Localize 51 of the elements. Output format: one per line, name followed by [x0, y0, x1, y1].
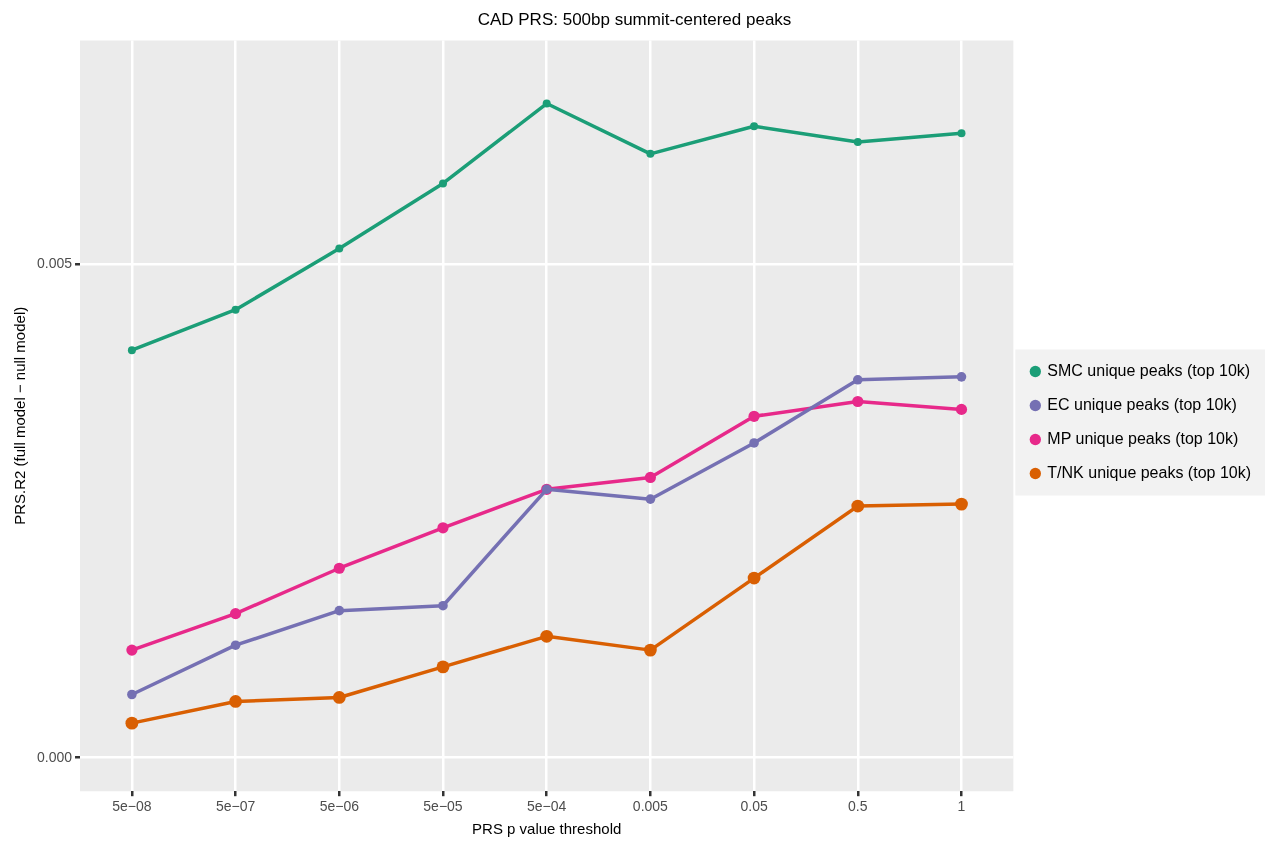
chart-title: CAD PRS: 500bp summit-centered peaks	[477, 9, 792, 29]
x-tick-label: 0.005	[632, 798, 669, 815]
point	[852, 395, 864, 408]
point	[542, 99, 551, 108]
point	[334, 605, 345, 616]
point	[335, 244, 344, 253]
point	[540, 629, 554, 643]
point	[229, 608, 242, 620]
point	[229, 695, 242, 708]
point	[437, 522, 449, 534]
legend-label: MP unique peaks (top 10k)	[1047, 429, 1239, 447]
x-tick-label: 5e−06	[319, 798, 360, 815]
point	[851, 499, 865, 513]
point	[747, 571, 761, 585]
x-tick-label: 5e−08	[112, 798, 152, 815]
point	[955, 403, 968, 415]
point	[957, 129, 966, 138]
point	[231, 305, 240, 314]
x-tick-label: 5e−07	[215, 798, 256, 815]
x-tick-label: 5e−04	[527, 798, 567, 815]
x-tick-label: 1	[957, 798, 966, 815]
point	[438, 600, 448, 611]
point	[127, 689, 137, 700]
y-tick-label: 0.000	[36, 748, 73, 765]
point	[852, 374, 863, 385]
point	[644, 471, 656, 484]
legend-label: SMC unique peaks (top 10k)	[1047, 361, 1251, 379]
point	[853, 138, 862, 147]
point	[645, 494, 656, 504]
point	[748, 410, 760, 422]
point	[230, 640, 241, 650]
point	[955, 497, 968, 511]
y-axis-title: PRS.R2 (full model − null model)	[11, 306, 29, 525]
point	[125, 716, 139, 730]
point	[126, 644, 138, 656]
point	[332, 691, 346, 704]
x-axis-title: PRS p value threshold	[472, 820, 622, 838]
point	[749, 438, 759, 448]
point	[438, 179, 447, 188]
legend-label: T/NK unique peaks (top 10k)	[1047, 463, 1252, 481]
point	[750, 122, 759, 131]
point	[333, 562, 345, 574]
point	[646, 149, 655, 158]
point	[956, 372, 967, 382]
point	[436, 660, 450, 674]
point	[643, 643, 657, 657]
x-tick-label: 0.5	[848, 798, 868, 815]
x-tick-label: 5e−05	[423, 798, 463, 815]
x-tick-label: 0.05	[740, 798, 768, 815]
legend-label: EC unique peaks (top 10k)	[1047, 395, 1237, 413]
point	[127, 346, 136, 355]
